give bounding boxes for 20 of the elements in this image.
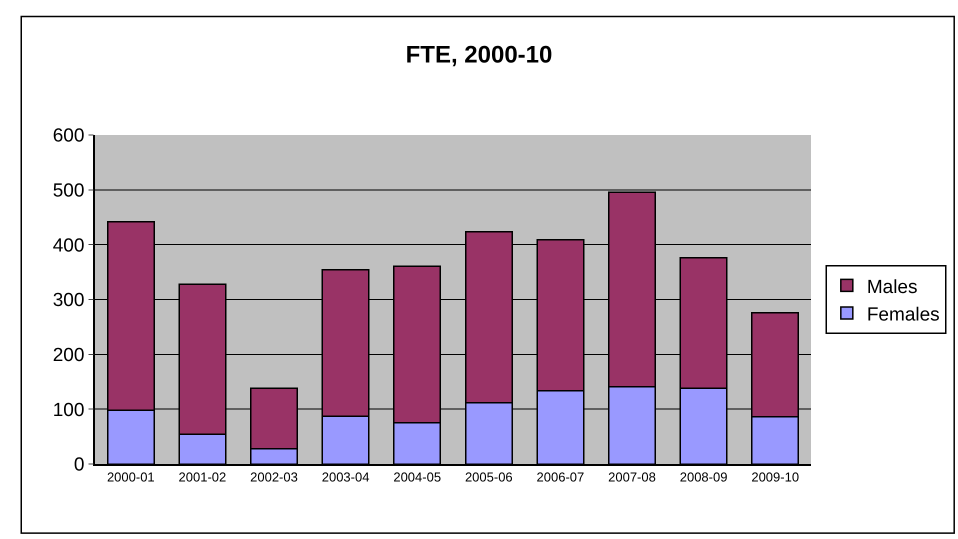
x-tick-label: 2001-02 (178, 469, 226, 484)
x-tick-label: 2006-07 (536, 469, 584, 484)
y-tick-label: 400 (52, 235, 84, 256)
y-tick-label: 600 (52, 126, 84, 147)
x-tick-label: 2002-03 (250, 469, 298, 484)
x-tick-label: 2000-01 (106, 469, 155, 484)
y-tick-label: 100 (52, 400, 84, 421)
x-tick-label: 2004-05 (393, 469, 442, 484)
y-tick-label: 500 (52, 180, 84, 202)
x-tick-label: 2005-06 (464, 469, 513, 484)
y-tick-label: 0 (74, 454, 84, 476)
x-tick-label: 2009-10 (751, 469, 800, 484)
x-tick-label: 2007-08 (608, 469, 656, 484)
y-tick-label: 300 (52, 290, 84, 312)
y-tick-label: 200 (52, 344, 84, 366)
chart-title: FTE, 2000-10 (406, 41, 552, 68)
legend-label: Males (866, 276, 918, 298)
x-tick-label: 2008-09 (680, 469, 728, 484)
x-tick-label: 2003-04 (322, 469, 370, 484)
legend-label: Females (866, 304, 940, 326)
